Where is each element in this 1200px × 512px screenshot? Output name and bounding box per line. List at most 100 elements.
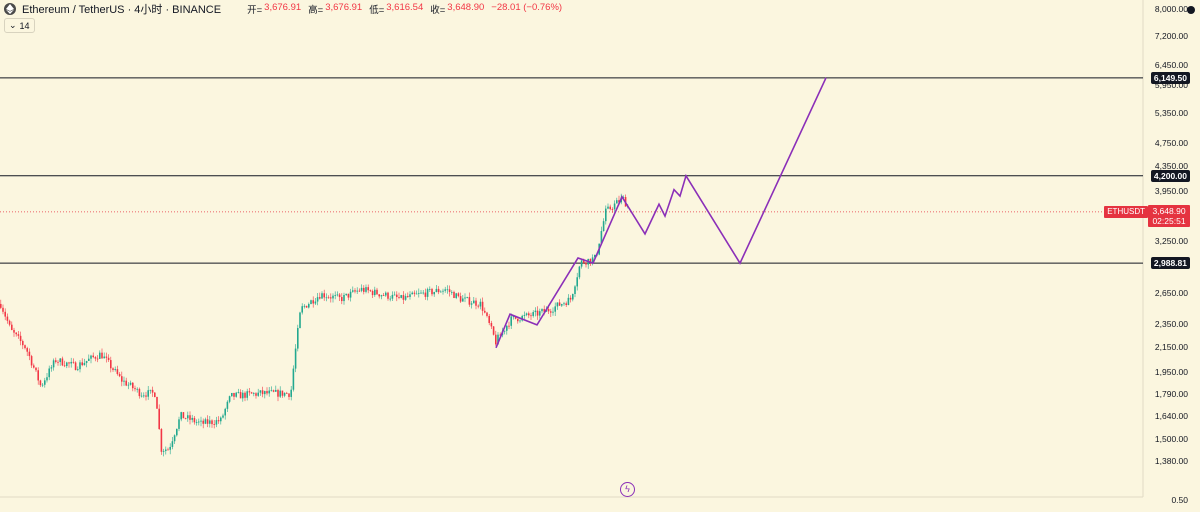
candle — [125, 377, 127, 387]
candle — [600, 226, 603, 245]
ohlc-readout: 开= 3,676.91 高= 3,676.91 低= 3,616.54 收= 3,648… — [247, 2, 567, 16]
candle — [30, 354, 33, 369]
candle — [464, 293, 466, 303]
symbol-legend: Ethereum / TetherUS · 4小时 · BINANCE 开= 3,… — [4, 1, 567, 17]
candle — [156, 396, 158, 409]
candle — [374, 286, 376, 297]
candle — [299, 311, 301, 329]
candle — [486, 311, 488, 318]
candle — [204, 417, 207, 425]
candle — [407, 292, 409, 298]
candle — [602, 218, 605, 232]
candle — [347, 293, 350, 301]
candle — [127, 382, 130, 390]
candle — [294, 344, 297, 373]
candle — [33, 363, 35, 369]
candle — [239, 389, 242, 399]
candle — [558, 299, 561, 307]
candle — [528, 311, 530, 319]
candle — [314, 298, 317, 305]
candle — [138, 387, 141, 399]
price-axis-tick: 7,200.00 — [1154, 31, 1188, 42]
candle — [477, 304, 479, 309]
candle — [68, 361, 70, 368]
candle — [195, 419, 198, 426]
candle — [99, 350, 101, 360]
candle — [451, 290, 453, 295]
price-axis-tick: 2,350.00 — [1154, 318, 1188, 329]
price-axis-tick: 1,500.00 — [1154, 434, 1188, 445]
candle — [484, 307, 486, 314]
candle — [308, 302, 310, 309]
candle — [499, 332, 501, 336]
candle — [217, 416, 220, 424]
candle — [415, 290, 418, 295]
candle — [354, 288, 356, 294]
candle — [468, 292, 471, 307]
level-price-tag: 4,200.00 — [1150, 169, 1190, 182]
indicators-toggle-button[interactable]: ⌄ 14 — [4, 18, 35, 33]
candle — [303, 304, 306, 309]
price-axis-tick: 0.50 — [1171, 495, 1188, 505]
candle — [11, 321, 13, 331]
candle — [525, 312, 528, 317]
low-label: 低= — [369, 5, 385, 16]
candle — [396, 291, 398, 302]
candle — [277, 388, 279, 402]
candle — [24, 344, 26, 350]
candle — [231, 392, 233, 397]
candle — [321, 291, 323, 299]
candle — [187, 411, 189, 422]
price-axis-tick: 8,000.00 — [1154, 4, 1188, 15]
candle — [402, 291, 405, 304]
candle — [286, 391, 288, 394]
candle — [413, 290, 416, 297]
candle — [385, 291, 387, 297]
candle — [563, 301, 565, 306]
change-value: −28.01 (−0.76%) — [491, 2, 563, 13]
candle — [409, 291, 411, 300]
close-label: 收= — [430, 5, 446, 16]
candle — [574, 285, 576, 298]
candle — [158, 404, 160, 430]
candle — [96, 355, 99, 363]
candle — [330, 293, 332, 303]
symbol-title[interactable]: Ethereum / TetherUS · 4小时 · BINANCE — [22, 4, 222, 16]
candle — [578, 265, 581, 280]
candle — [165, 446, 167, 455]
candle — [37, 367, 39, 385]
candle — [510, 313, 512, 329]
candle — [143, 392, 145, 398]
candle — [437, 286, 440, 295]
price-axis-tick: 5,950.00 — [1154, 80, 1188, 91]
candle — [237, 388, 240, 394]
candle — [587, 258, 589, 269]
candle — [365, 284, 367, 294]
price-axis-tick: 3,950.00 — [1154, 185, 1188, 196]
candle — [455, 292, 457, 300]
candle — [341, 293, 343, 305]
current-symbol-tag: ETHUSDT — [1104, 205, 1148, 218]
candle — [46, 373, 48, 383]
candle — [488, 314, 490, 326]
scroll-marker-icon[interactable] — [1187, 6, 1195, 14]
candle — [162, 448, 165, 457]
candle — [105, 352, 108, 363]
candle — [272, 389, 275, 393]
candle — [611, 207, 614, 213]
candle — [22, 339, 24, 350]
candle — [6, 313, 9, 324]
candle — [0, 299, 2, 310]
candle — [189, 411, 191, 425]
candle — [224, 407, 226, 420]
flash-icon[interactable]: ϟ — [620, 482, 635, 497]
candle — [220, 416, 222, 425]
projection-path[interactable] — [495, 77, 827, 349]
candle — [270, 386, 273, 392]
candle — [171, 436, 174, 450]
candle — [281, 390, 284, 398]
current-price-tag: 3,648.90 02:25:51 — [1148, 204, 1190, 227]
candle — [323, 289, 325, 301]
candle — [391, 291, 394, 301]
